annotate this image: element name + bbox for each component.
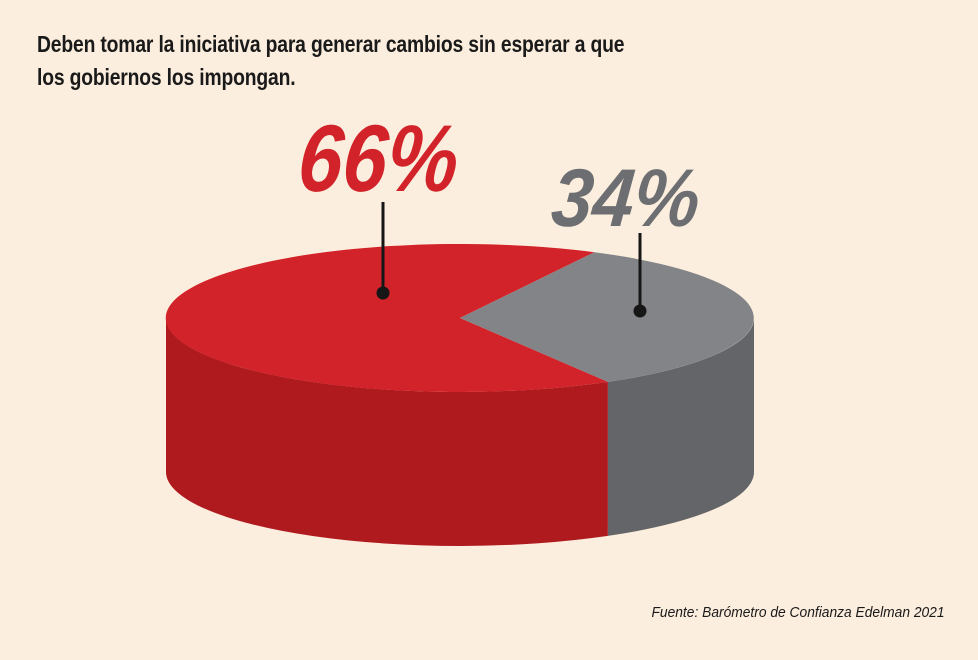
chart-title: Deben tomar la iniciativa para generar c… — [37, 28, 625, 94]
pie-slice-66-side — [166, 318, 608, 546]
pie-slice-34-top — [460, 252, 754, 382]
pie-slice-66-top — [165, 243, 608, 392]
data-label-34: 34% — [547, 153, 705, 244]
source-citation: Fuente: Barómetro de Confianza Edelman 2… — [651, 604, 945, 621]
chart-title-line-1: Deben tomar la iniciativa para generar c… — [37, 31, 625, 57]
data-label-66: 66% — [294, 106, 464, 212]
chart-title-line-2: los gobiernos los impongan. — [37, 63, 296, 90]
leader-dot-34 — [633, 304, 647, 318]
leader-dot-66 — [376, 286, 390, 300]
pie-slice-34-side — [607, 318, 754, 536]
